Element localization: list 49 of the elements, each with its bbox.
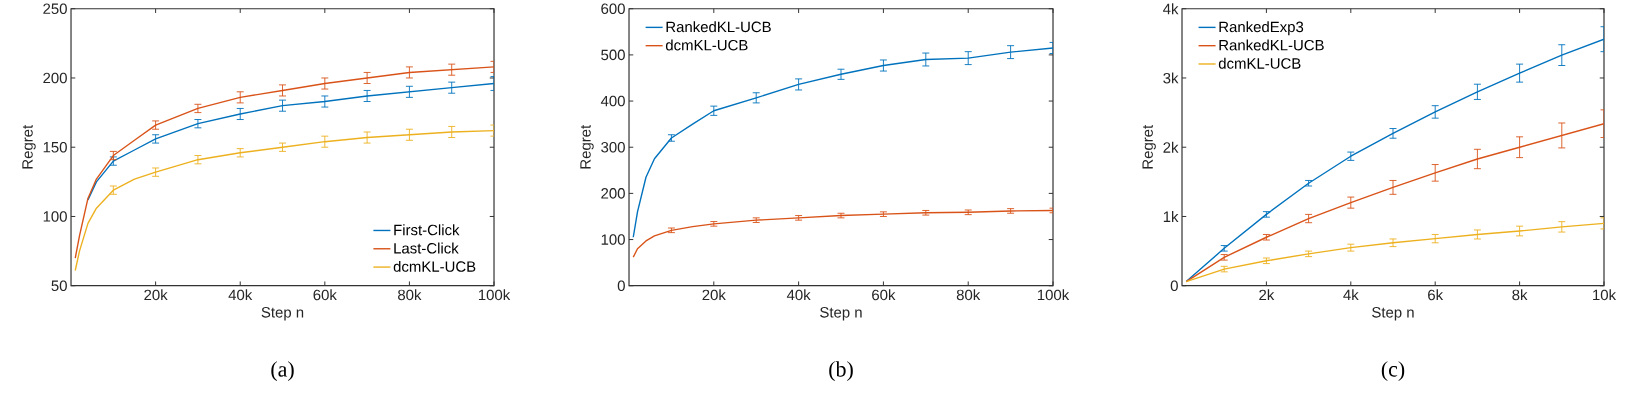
x-tick-label: 6k bbox=[1428, 289, 1444, 301]
x-tick-label: 20k bbox=[144, 289, 168, 301]
y-tick-label: 1k bbox=[1163, 211, 1179, 223]
x-axis-title: Step n bbox=[1372, 307, 1414, 321]
x-tick-label: 40k bbox=[228, 289, 253, 301]
y-tick-label: 150 bbox=[43, 142, 67, 153]
x-tick-label: 8k bbox=[1512, 289, 1528, 301]
legend-label: RankedKL-UCB bbox=[1219, 39, 1324, 51]
x-tick-label: 60k bbox=[872, 289, 896, 301]
y-tick-label: 3k bbox=[1163, 72, 1179, 84]
x-tick-label: 80k bbox=[398, 289, 422, 301]
y-axis-title: Regret bbox=[22, 125, 36, 169]
legend-label: RankedKL-UCB bbox=[666, 21, 771, 33]
text: (b) bbox=[829, 361, 853, 382]
y-axis-title: Regret bbox=[580, 125, 594, 169]
y-tick-label: 100 bbox=[43, 211, 67, 222]
text: (a) bbox=[271, 361, 294, 382]
y-tick-label: 4k bbox=[1163, 3, 1179, 15]
legend-label: dcmKL-UCB bbox=[1218, 57, 1301, 69]
x-tick-label: 100k bbox=[478, 289, 511, 301]
y-tick-label: 0 bbox=[617, 280, 625, 292]
y-tick-label: 200 bbox=[601, 188, 625, 199]
legend-label: dcmKL-UCB bbox=[393, 261, 476, 273]
x-tick-label: 60k bbox=[313, 289, 337, 301]
x-tick-label: 4k bbox=[1343, 289, 1359, 301]
y-tick-label: 300 bbox=[601, 142, 625, 153]
text: (c) bbox=[1381, 361, 1405, 382]
y-axis-title: Regret bbox=[1142, 125, 1156, 169]
x-axis-title: Step n bbox=[820, 307, 862, 321]
x-tick-label: 10k bbox=[1593, 289, 1617, 301]
x-tick-label: 100k bbox=[1037, 289, 1070, 301]
x-tick-label: 80k bbox=[956, 289, 981, 301]
legend-label: RankedExp3 bbox=[1219, 21, 1304, 36]
x-axis-title: Step n bbox=[261, 307, 304, 321]
y-tick-label: 0 bbox=[1170, 280, 1178, 292]
x-tick-label: 2k bbox=[1259, 289, 1275, 301]
legend-label: First-Click bbox=[394, 224, 460, 236]
x-tick-label: 40k bbox=[786, 289, 811, 301]
y-tick-label: 400 bbox=[600, 95, 625, 107]
y-tick-label: 200 bbox=[43, 72, 67, 84]
y-tick-label: 250 bbox=[43, 3, 67, 15]
y-tick-label: 50 bbox=[51, 280, 67, 292]
legend-label: dcmKL-UCB bbox=[665, 39, 748, 51]
y-tick-label: 100 bbox=[601, 234, 625, 245]
legend-label: Last-Click bbox=[394, 242, 459, 254]
y-tick-label: 500 bbox=[601, 49, 625, 61]
y-tick-label: 600 bbox=[601, 3, 625, 15]
x-tick-label: 20k bbox=[702, 289, 726, 301]
y-tick-label: 2k bbox=[1163, 141, 1179, 153]
